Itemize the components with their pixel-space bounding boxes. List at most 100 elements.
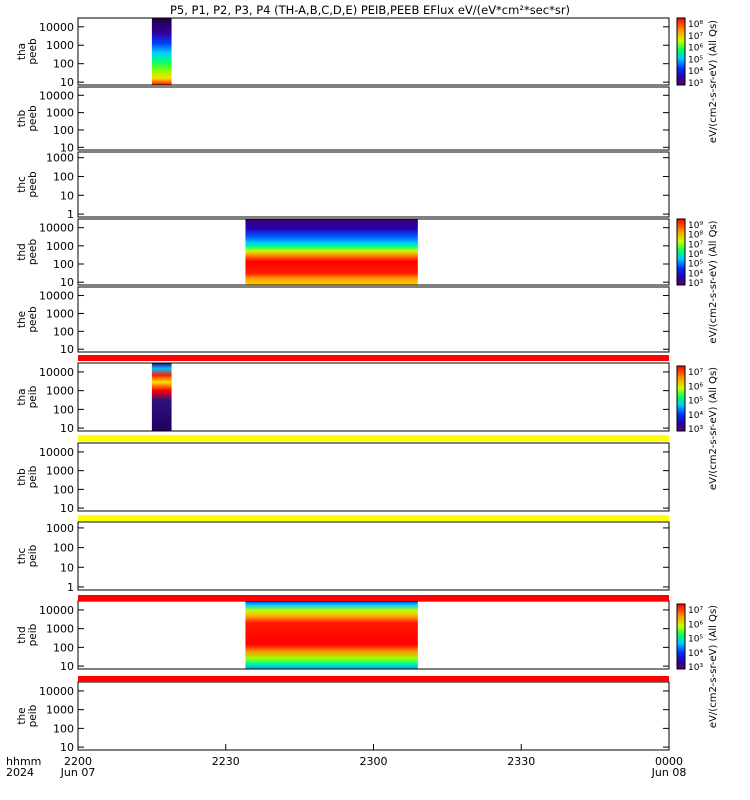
panel-thb-peib: 10000 1000 100 10 thb peib [16,442,670,515]
panel-ylabel: peeb [27,105,39,132]
y-tick-label: 100 [53,542,74,555]
colorbar-scale [676,17,686,86]
colorbar-tick-label: 10⁷ [688,240,703,250]
colorbar-tick-label: 10⁴ [688,269,703,279]
panel-frame [77,86,670,151]
time-format-label: hhmm [6,755,41,768]
colorbar-label: eV/(cm2-s-sr-eV) (All Qs) [708,605,719,728]
colorbar-tick-label: 10⁶ [688,44,703,54]
panel-ylabel: thb [16,109,28,127]
y-tick-label: 100 [53,58,74,71]
y-tick-label: 100 [53,170,74,183]
colorbar-tick-label: 10³ [688,79,703,89]
panel-thc-peeb: 1000 100 10 1 thc peeb [16,151,670,221]
flag-bar [78,435,669,441]
panel-ylabel: thc [16,176,28,193]
colorbar-tick-label: 10⁵ [688,55,703,65]
y-tick-label: 1000 [46,623,74,636]
flag-bar [78,515,669,521]
y-tick-label: 10 [60,502,74,515]
panel-the-peib: 10000 1000 100 10 the peib [16,681,670,754]
panel-ylabel: peib [27,623,39,646]
spectrogram-block [245,601,418,669]
panel-ylabel: thc [16,548,28,565]
y-tick-label: 100 [53,403,74,416]
y-tick-label: 10000 [39,366,74,379]
x-tick-label: 2300 [360,755,388,768]
colorbar-tick-label: 10⁵ [688,635,703,645]
panel-ylabel: peib [27,544,39,567]
x-tick-label: 2230 [212,755,240,768]
panel-frame [77,286,670,353]
colorbar-scale [676,218,686,286]
panel-frame [77,17,670,86]
y-tick-label: 1000 [46,240,74,253]
panel-tha-peib: 10000 1000 100 10 tha peib [16,362,670,435]
chart-title: P5, P1, P2, P3, P4 (TH-A,B,C,D,E) PEIB,P… [170,3,570,17]
colorbar-label: eV/(cm2-s-sr-eV) (All Qs) [708,367,719,490]
panel-tha-peeb: 10000 1000 100 10 tha peeb [16,17,670,89]
y-tick-label: 1000 [46,39,74,52]
panel-frame [77,362,670,432]
y-tick-label: 1000 [46,152,74,165]
y-tick-label: 10000 [39,222,74,235]
y-tick-label: 1000 [46,107,74,120]
colorbar-tick-label: 10⁷ [688,606,703,616]
panel-thd-peib: 10000 1000 100 10 thd peib [16,600,670,673]
panel-the-peeb: 10000 1000 100 10 the peeb [16,286,670,356]
colorbar-tick-label: 10⁹ [688,221,703,231]
y-tick-label: 100 [53,124,74,137]
colorbar-tick-label: 10³ [688,663,703,673]
y-tick-label: 10 [60,76,74,89]
y-tick-label: 10000 [39,685,74,698]
panel-frame [77,442,670,512]
colorbar-tick-label: 10⁴ [688,649,703,659]
y-tick-label: 1 [67,208,74,221]
y-tick-label: 1000 [46,385,74,398]
panel-ylabel: peeb [27,306,39,333]
panel-ylabel: tha [16,43,28,60]
panel-ylabel: thd [16,626,28,643]
panel-thb-peeb: 10000 1000 100 10 thb peeb [16,86,670,154]
y-tick-label: 10 [60,189,74,202]
y-tick-label: 100 [53,325,74,338]
y-tick-label: 10 [60,561,74,574]
colorbar-tick-label: 10⁴ [688,411,703,421]
x-tick-label: 2330 [507,755,535,768]
colorbar-scale [676,603,686,670]
colorbar-tick-label: 10⁶ [688,620,703,630]
panel-ylabel: peib [27,385,39,408]
y-tick-label: 10 [60,343,74,356]
panel-thc-peib: 1000 100 10 1 thc peib [16,521,670,594]
panel-ylabel: peeb [27,239,39,266]
panel-frame [77,218,670,286]
spectrogram-block [151,363,172,431]
quality-flag-bars [78,355,669,682]
panel-ylabel: tha [16,388,28,405]
y-tick-label: 100 [53,483,74,496]
y-tick-label: 1000 [46,465,74,478]
panel-ylabel: peib [27,465,39,488]
colorbar-tick-label: 10⁸ [688,20,703,30]
year-label: 2024 [6,766,34,779]
y-tick-label: 10 [60,422,74,435]
flag-bar [78,595,669,601]
panel-ylabel: the [16,707,28,724]
y-tick-label: 1000 [46,522,74,535]
panel-ylabel: the [16,311,28,328]
panel-ylabel: thb [16,468,28,486]
time-axis: 2200 2230 2300 2330 0000 [64,744,683,768]
spectrogram-block [245,219,418,285]
y-tick-label: 10 [60,660,74,673]
colorbar: 10⁷ 10⁶ 10⁵ 10⁴ 10³ eV/(cm2-s-sr-eV) (All Qs) [676,603,719,728]
colorbar-tick-label: 10⁶ [688,250,703,260]
start-date-label: Jun 07 [60,766,96,779]
y-tick-label: 100 [53,641,74,654]
panel-ylabel: peeb [27,171,39,198]
colorbar-tick-label: 10⁷ [688,32,703,42]
y-tick-label: 10 [60,741,74,754]
